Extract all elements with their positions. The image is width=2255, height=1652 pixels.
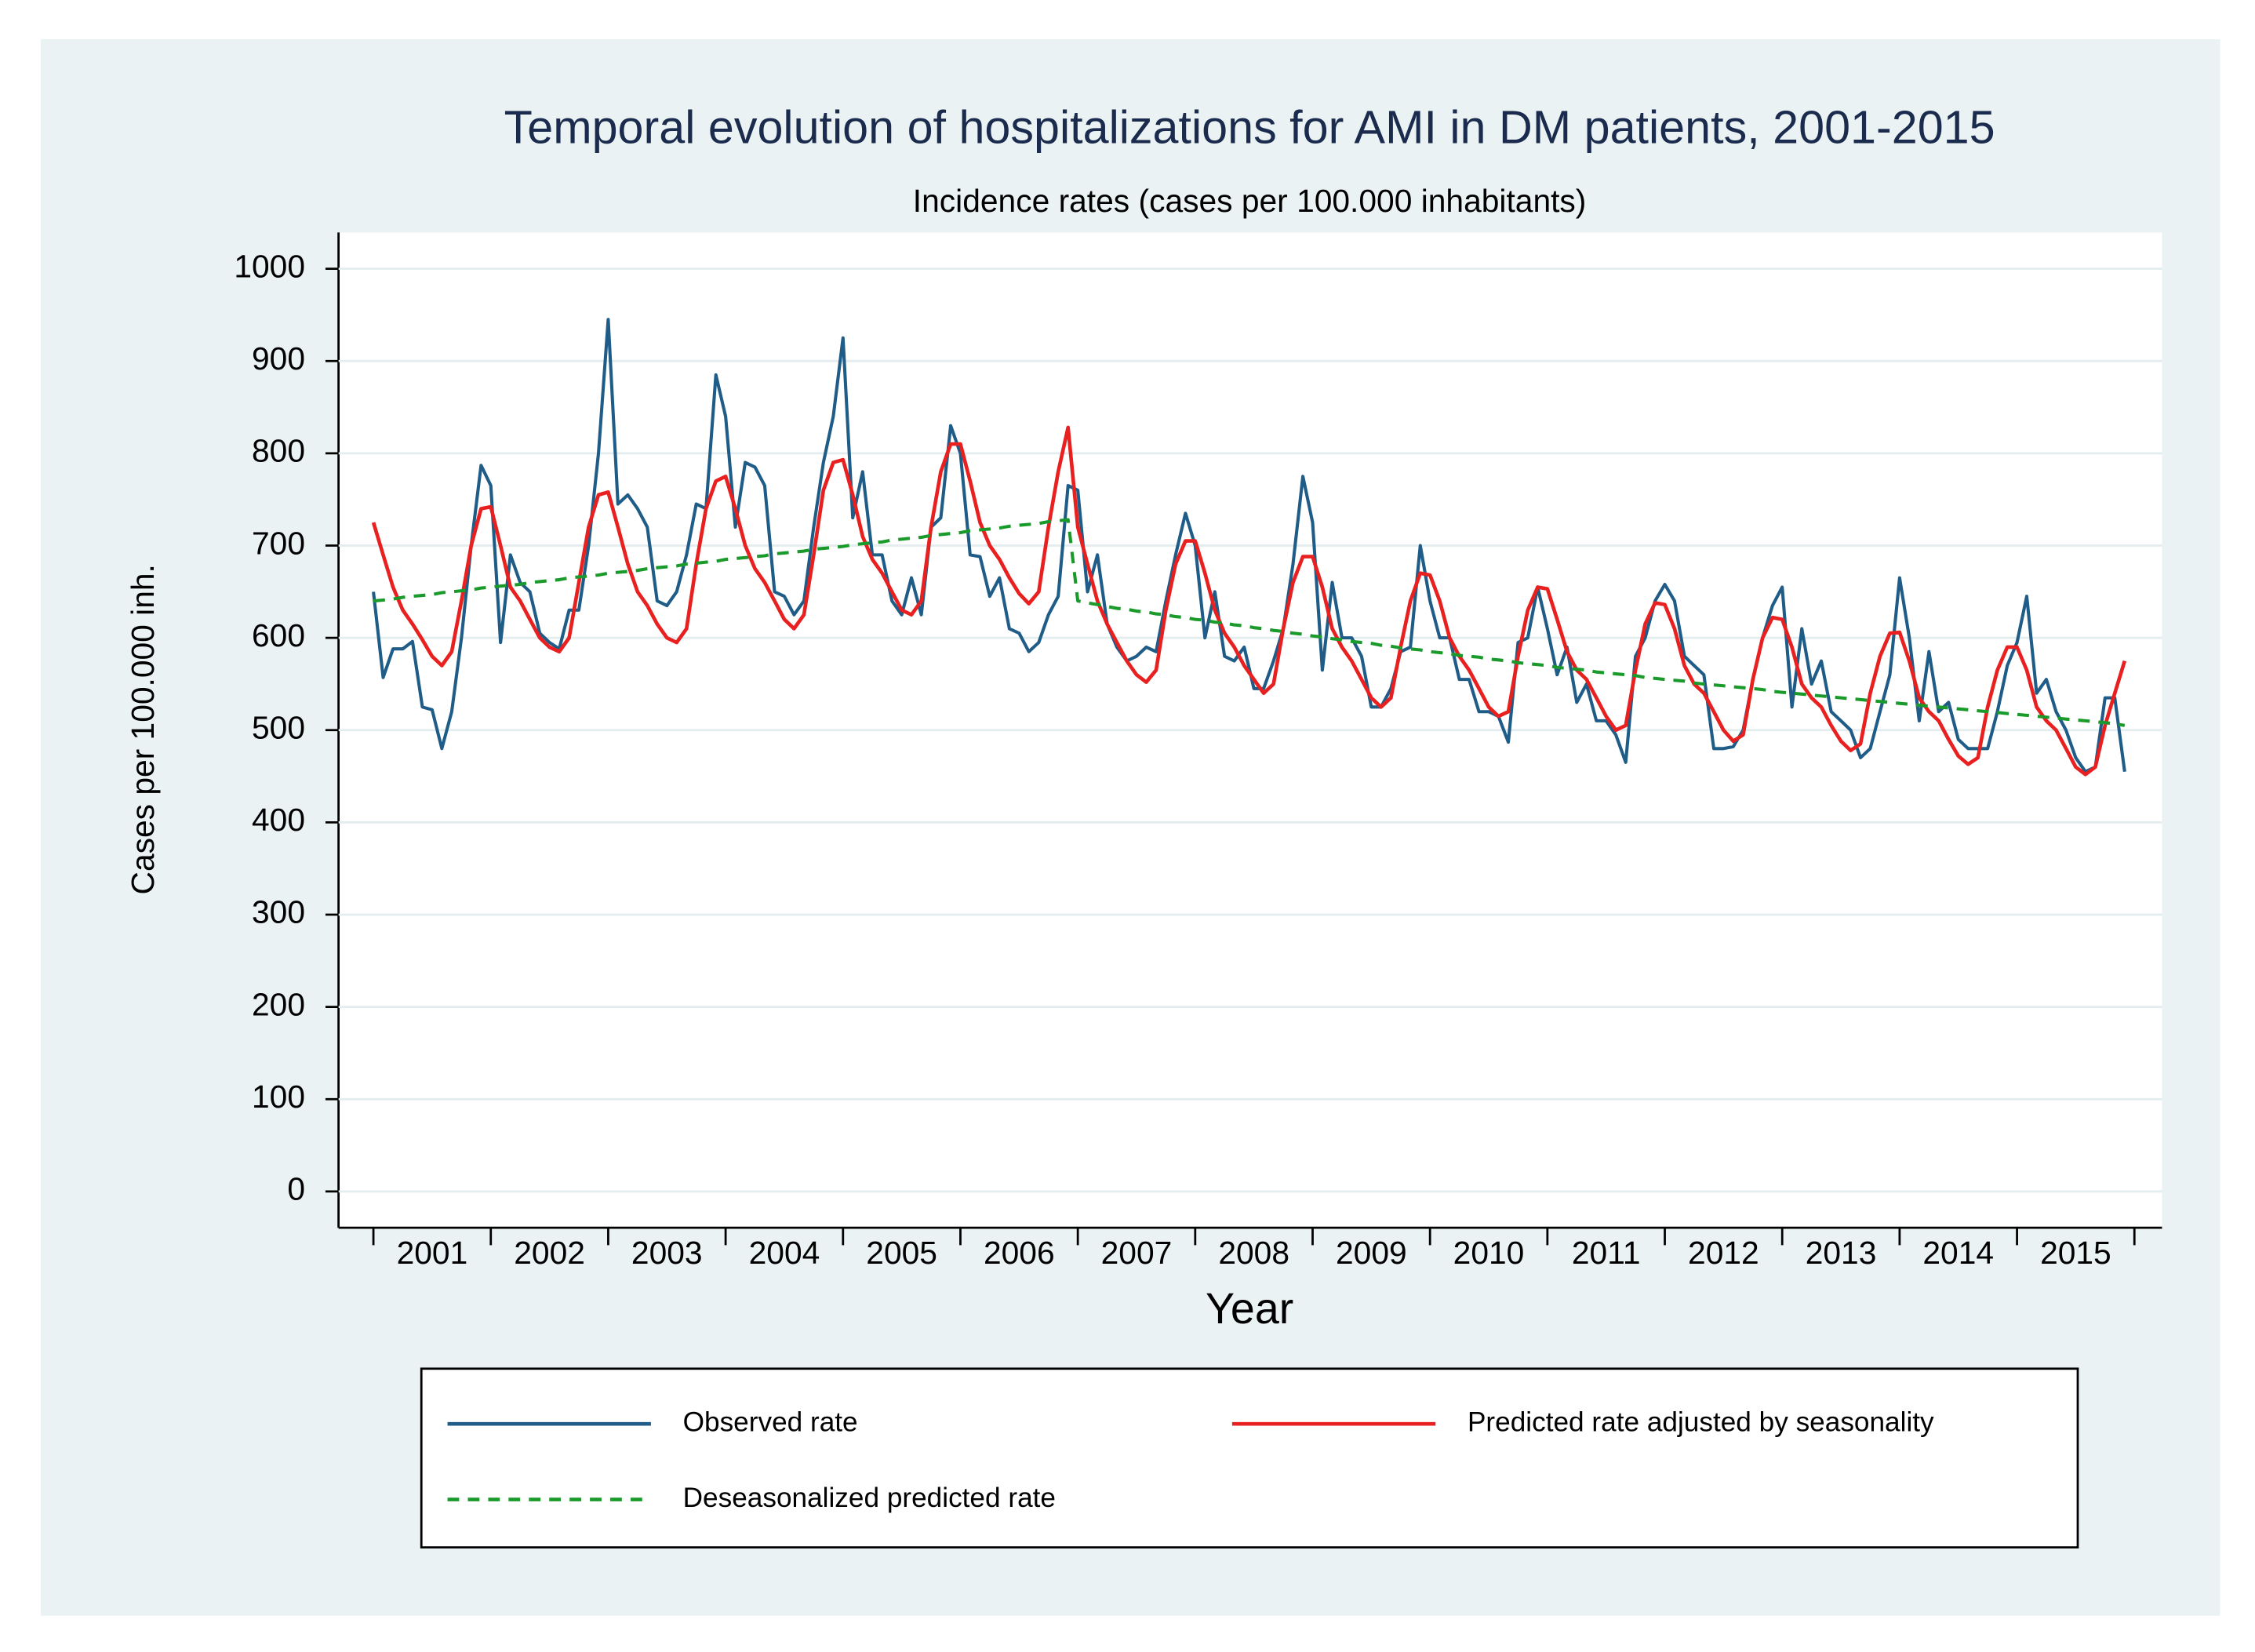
- x-tick-label: 2001: [397, 1235, 468, 1271]
- x-tick-label: 2005: [866, 1235, 937, 1271]
- y-tick-label: 300: [252, 894, 305, 930]
- x-tick-label: 2013: [1806, 1235, 1877, 1271]
- y-tick-label: 400: [252, 802, 305, 838]
- y-tick-label: 900: [252, 340, 305, 377]
- x-tick-label: 2011: [1572, 1235, 1641, 1271]
- y-tick-label: 200: [252, 986, 305, 1022]
- legend: [420, 1367, 2079, 1549]
- x-tick-label: 2015: [2040, 1235, 2111, 1271]
- y-tick-label: 700: [252, 525, 305, 561]
- x-axis-label: Year: [1206, 1284, 1293, 1333]
- x-tick-label: 2012: [1688, 1235, 1759, 1271]
- x-tick-label: 2006: [984, 1235, 1055, 1271]
- chart-subtitle: Incidence rates (cases per 100.000 inhab…: [913, 183, 1587, 219]
- x-tick-label: 2007: [1101, 1235, 1173, 1271]
- legend-label: Observed rate: [683, 1406, 858, 1437]
- y-tick-label: 500: [252, 710, 305, 746]
- y-tick-label: 100: [252, 1079, 305, 1115]
- y-tick-label: 800: [252, 433, 305, 469]
- series-line: [371, 425, 2127, 777]
- legend-label: Predicted rate adjusted by seasonality: [1468, 1406, 1934, 1437]
- y-axis-label: Cases per 100.000 inh.: [125, 564, 161, 894]
- x-tick-label: 2003: [631, 1235, 703, 1271]
- series-line: [372, 318, 2126, 773]
- x-tick-label: 2008: [1218, 1235, 1289, 1271]
- y-tick-label: 600: [252, 617, 305, 653]
- x-tick-label: 2009: [1336, 1235, 1407, 1271]
- x-tick-label: 2002: [514, 1235, 585, 1271]
- x-tick-label: 2014: [1922, 1235, 1994, 1271]
- y-tick-label: 1000: [234, 248, 305, 284]
- x-tick-label: 2004: [749, 1235, 820, 1271]
- y-tick-label: 0: [287, 1171, 305, 1207]
- legend-label: Deseasonalized predicted rate: [683, 1483, 1056, 1513]
- series-line: [373, 518, 2126, 727]
- chart-title: Temporal evolution of hospitalizations f…: [504, 100, 1995, 153]
- x-tick-label: 2010: [1453, 1235, 1525, 1271]
